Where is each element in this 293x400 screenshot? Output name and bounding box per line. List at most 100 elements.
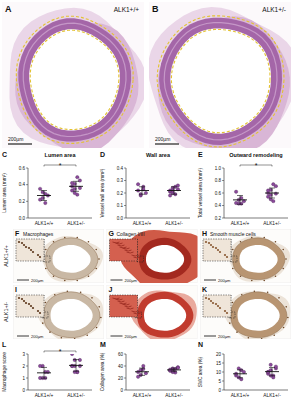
image-background bbox=[200, 229, 291, 283]
inset-fiber bbox=[132, 311, 139, 312]
lumen bbox=[240, 245, 278, 273]
stain-dot bbox=[263, 237, 265, 239]
adventitia bbox=[158, 16, 290, 148]
significance-label: * bbox=[59, 162, 62, 169]
data-point bbox=[44, 201, 47, 204]
outer-outline bbox=[16, 16, 133, 143]
y-axis-label: Macrophage score bbox=[2, 352, 7, 392]
y-tick bbox=[26, 366, 28, 367]
y-tick-label: 0.2 bbox=[19, 199, 26, 204]
y-tick-label: 0.4 bbox=[215, 203, 222, 208]
vessel-wall bbox=[139, 238, 191, 280]
mean-line bbox=[135, 190, 149, 191]
stain-dot bbox=[287, 317, 289, 319]
inset-cell bbox=[23, 300, 25, 302]
figure: AALK1+/+200µmBALK1+/-200µmALK1+/+FMacrop… bbox=[0, 0, 293, 400]
stain-dot bbox=[53, 241, 55, 243]
y-tick bbox=[26, 168, 28, 169]
y-tick bbox=[124, 180, 126, 181]
inset-cell bbox=[21, 298, 23, 300]
x-tick-label: ALK1+/+ bbox=[231, 221, 250, 226]
y-axis-label: Lumen area (mm²) bbox=[2, 173, 7, 213]
y-tick-label: 0.2 bbox=[117, 191, 124, 196]
y-tick bbox=[222, 205, 224, 206]
image-background bbox=[13, 229, 104, 283]
y-tick bbox=[124, 390, 126, 391]
inset-cell bbox=[217, 249, 219, 251]
data-point bbox=[142, 364, 145, 367]
y-tick-label: 0.8 bbox=[215, 178, 222, 183]
stain-dot bbox=[232, 249, 234, 251]
x-tick-label: ALK1+/- bbox=[67, 221, 85, 226]
y-axis-label: SMC area (%) bbox=[198, 356, 203, 387]
data-point bbox=[70, 364, 73, 367]
stain-dot bbox=[96, 327, 98, 329]
scale-bar-label: 200µm bbox=[218, 334, 231, 339]
inset-fiber bbox=[123, 248, 130, 249]
data-point bbox=[76, 175, 79, 178]
panel-letter: G bbox=[109, 230, 115, 237]
stain-dot bbox=[45, 302, 47, 304]
inset-fiber bbox=[120, 303, 127, 304]
scale-bar bbox=[111, 280, 123, 281]
stain-dot bbox=[76, 280, 78, 282]
data-point bbox=[272, 183, 275, 186]
stain-dot bbox=[251, 280, 253, 282]
stain-dot bbox=[282, 268, 284, 270]
inset-fiber bbox=[123, 304, 130, 305]
data-point bbox=[38, 187, 41, 190]
lumen bbox=[238, 299, 280, 331]
data-point bbox=[78, 358, 81, 361]
inset bbox=[16, 295, 44, 317]
stain-dot bbox=[95, 268, 97, 270]
y-tick bbox=[26, 354, 28, 355]
lumen-outline bbox=[171, 29, 270, 132]
inset-cell bbox=[212, 246, 214, 248]
scale-bar bbox=[17, 280, 29, 281]
inset-cell bbox=[224, 254, 226, 256]
zoom-region bbox=[231, 256, 237, 262]
x-tick-label: ALK1+/- bbox=[165, 221, 183, 226]
stain-dot bbox=[275, 241, 277, 243]
y-tick bbox=[222, 193, 224, 194]
y-tick bbox=[222, 372, 224, 373]
y-axis-label: Total vessel area (mm²) bbox=[198, 168, 203, 219]
mean-line bbox=[37, 372, 51, 373]
stain-dot bbox=[236, 331, 238, 333]
x-axis bbox=[28, 218, 92, 219]
inset-cell bbox=[21, 242, 23, 244]
adventitia bbox=[149, 7, 291, 148]
y-tick-label: 0.3 bbox=[117, 178, 124, 183]
y-axis bbox=[28, 354, 29, 390]
stain-dot bbox=[248, 337, 250, 339]
stain-title: Macrophages bbox=[23, 231, 54, 237]
chart-title: Wall area bbox=[146, 152, 171, 158]
plot-area bbox=[135, 183, 181, 198]
row-label: ALK1+/- bbox=[3, 302, 9, 322]
y-tick bbox=[26, 390, 28, 391]
y-tick bbox=[124, 354, 126, 355]
y-tick-label: 20 bbox=[216, 352, 222, 357]
data-point bbox=[234, 190, 237, 193]
stain-dot bbox=[278, 297, 280, 299]
inset-fiber bbox=[118, 245, 125, 246]
adventitia bbox=[225, 292, 291, 340]
y-tick-label: 3 bbox=[22, 352, 25, 357]
y-tick-label: 20 bbox=[118, 376, 124, 381]
stain-dot bbox=[88, 241, 90, 243]
adventitia bbox=[38, 292, 104, 340]
inset-cell bbox=[23, 244, 25, 246]
data-point bbox=[176, 366, 179, 369]
stain-dot bbox=[261, 338, 263, 339]
y-tick bbox=[26, 184, 28, 185]
vessel-wall bbox=[137, 292, 193, 338]
inset-fiber bbox=[116, 299, 123, 300]
stain-dot bbox=[95, 249, 97, 251]
stain-dot bbox=[64, 237, 66, 239]
stain-title: Smooth muscle cells bbox=[210, 231, 256, 237]
data-point bbox=[78, 364, 81, 367]
zoom-region bbox=[44, 256, 50, 262]
zoom-region bbox=[138, 256, 144, 262]
mean-line bbox=[69, 365, 83, 366]
stain-dot bbox=[273, 334, 275, 336]
